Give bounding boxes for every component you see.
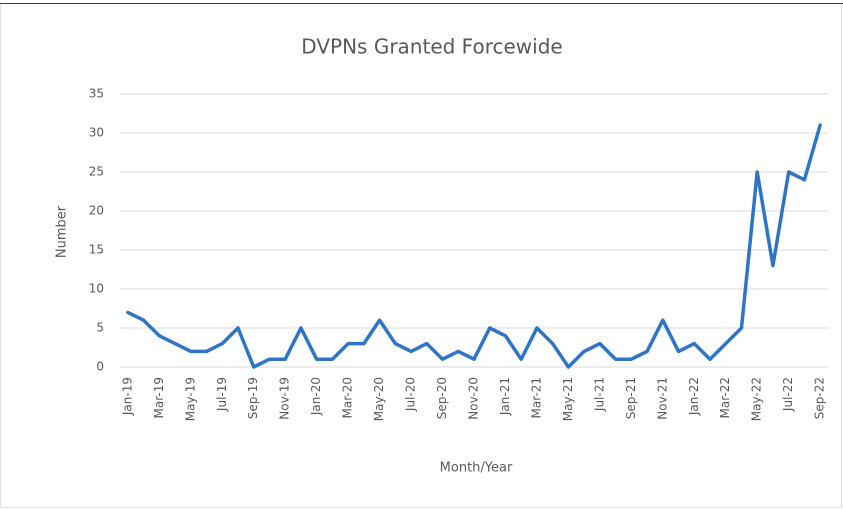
x-tick-label: Jan-21	[498, 377, 512, 416]
x-tick-label: Nov-20	[467, 377, 481, 420]
x-tick-label: Mar-21	[529, 377, 543, 418]
y-tick-label: 30	[89, 126, 104, 140]
chart-title: DVPNs Granted Forcewide	[301, 35, 562, 59]
x-tick-label: Nov-21	[655, 377, 669, 420]
x-tick-label: May-21	[561, 377, 575, 421]
x-tick-label: Jul-21	[592, 377, 606, 412]
chart-frame	[0, 3, 842, 508]
x-tick-label: Sep-20	[435, 377, 449, 419]
x-tick-label: Nov-19	[278, 377, 292, 420]
x-tick-label: Mar-22	[718, 377, 732, 418]
y-tick-label: 35	[89, 87, 104, 101]
x-tick-label: Mar-19	[152, 377, 166, 418]
y-tick-label: 15	[89, 243, 104, 257]
x-tick-label: Jul-19	[215, 377, 229, 412]
x-axis-title: Month/Year	[440, 461, 513, 476]
x-tick-label: May-19	[183, 377, 197, 421]
y-axis-title: Number	[55, 205, 70, 258]
x-tick-label: Jul-20	[404, 377, 418, 412]
x-tick-label: Sep-21	[624, 377, 638, 419]
x-tick-label: Jul-22	[781, 377, 795, 412]
x-tick-label: Mar-20	[341, 377, 355, 418]
x-tick-label: Sep-19	[246, 377, 260, 419]
x-tick-label: May-22	[750, 377, 764, 421]
y-tick-label: 25	[89, 165, 104, 179]
y-tick-label: 20	[89, 204, 104, 218]
data-line	[126, 123, 822, 369]
y-tick-label: 5	[96, 321, 104, 335]
x-tick-label: Jan-20	[309, 377, 323, 416]
y-tick-label: 0	[96, 360, 104, 374]
x-tick-label: May-20	[372, 377, 386, 421]
y-tick-label: 10	[89, 282, 104, 296]
x-tick-label: Sep-22	[813, 377, 827, 419]
x-tick-label: Jan-19	[120, 377, 134, 416]
x-tick-label: Jan-22	[687, 377, 701, 416]
